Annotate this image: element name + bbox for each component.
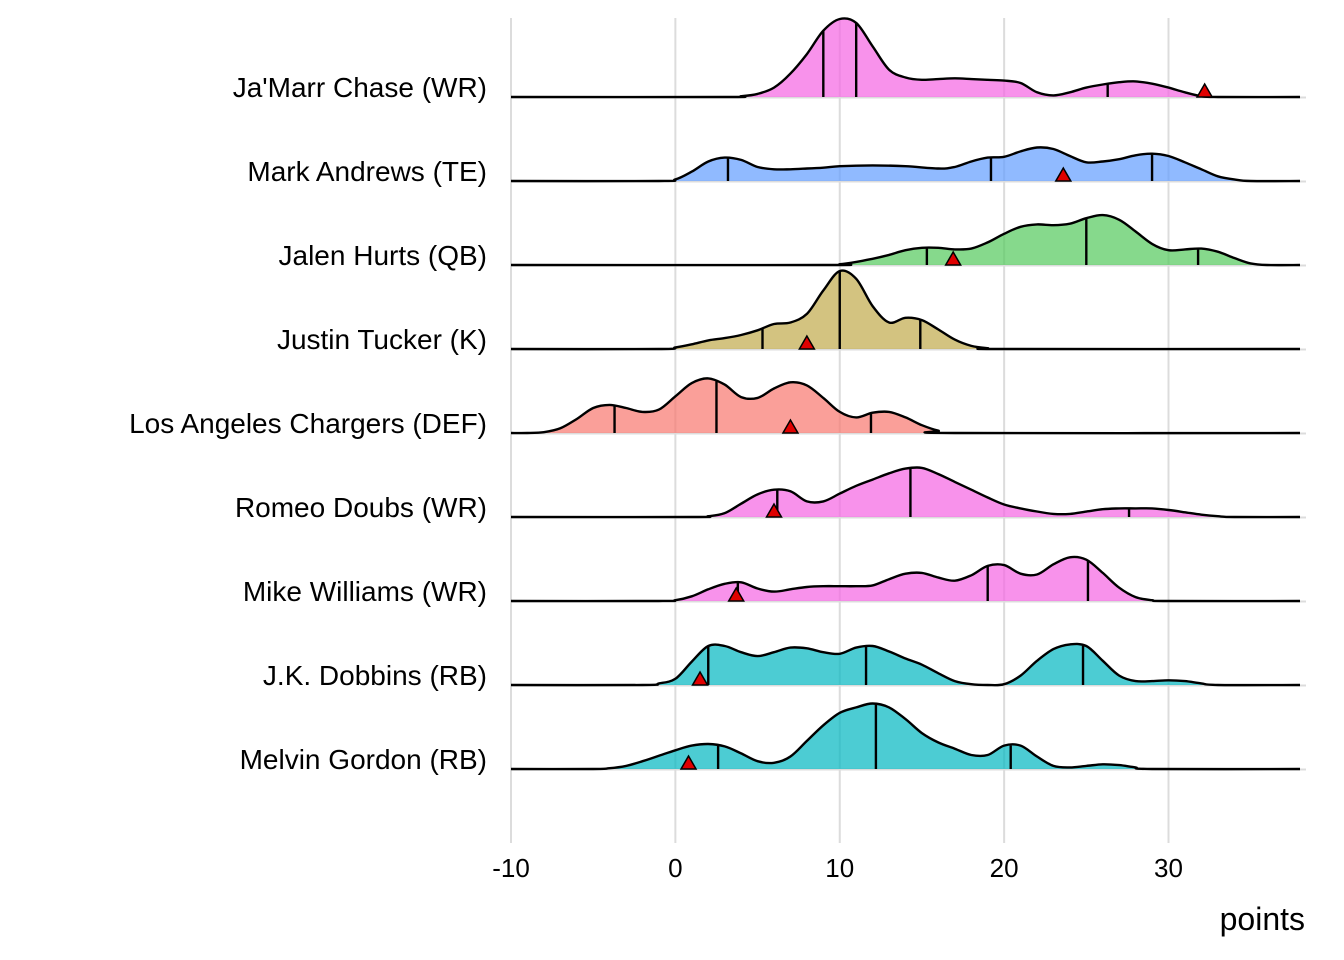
actual-points-marker	[1054, 166, 1073, 182]
row-label: Melvin Gordon (RB)	[240, 744, 487, 775]
row-label: Ja'Marr Chase (WR)	[233, 72, 487, 103]
density-outline	[510, 213, 1301, 267]
ridge-group: Ja'Marr Chase (WR)	[233, 17, 1306, 103]
ridge-group: Romeo Doubs (WR)	[235, 466, 1306, 523]
ridges: Ja'Marr Chase (WR) Mark Andrews (TE) Jalen…	[129, 17, 1306, 775]
density-area	[511, 643, 1300, 686]
row-label: Romeo Doubs (WR)	[235, 492, 487, 523]
density-outline	[510, 702, 1301, 771]
row-label: Los Angeles Chargers (DEF)	[129, 408, 487, 439]
density-outline	[510, 146, 1301, 183]
density-area	[511, 215, 1300, 266]
density-outline	[510, 555, 1301, 603]
ridge-group: J.K. Dobbins (RB)	[263, 642, 1306, 691]
density-outline	[510, 269, 1301, 351]
density-area	[511, 147, 1300, 182]
x-axis-title: points	[1220, 901, 1305, 937]
ridge-group: Melvin Gordon (RB)	[240, 702, 1306, 775]
row-label: Jalen Hurts (QB)	[279, 240, 488, 271]
x-tick-label: 0	[668, 853, 682, 883]
row-label: J.K. Dobbins (RB)	[263, 660, 487, 691]
actual-points-marker	[1195, 82, 1214, 98]
ridge-group: Mike Williams (WR)	[243, 555, 1306, 607]
density-area	[511, 703, 1300, 770]
ridge-group: Justin Tucker (K)	[277, 269, 1306, 355]
row-label: Justin Tucker (K)	[277, 324, 487, 355]
density-area	[511, 18, 1300, 98]
row-label: Mike Williams (WR)	[243, 576, 487, 607]
ridge-group: Los Angeles Chargers (DEF)	[129, 377, 1306, 439]
row-label: Mark Andrews (TE)	[247, 156, 487, 187]
x-axis: -10 0 10 20 30	[492, 853, 1183, 883]
density-area	[511, 556, 1300, 602]
density-outline	[510, 642, 1301, 687]
actual-points-marker	[727, 586, 745, 602]
density-outline	[510, 466, 1301, 519]
density-area	[511, 378, 1300, 434]
density-outline	[510, 377, 1301, 435]
actual-points-marker	[944, 250, 962, 266]
density-area	[511, 270, 1300, 350]
ridge-group: Jalen Hurts (QB)	[279, 213, 1306, 271]
x-tick-label: -10	[492, 853, 530, 883]
actual-points-marker	[691, 670, 709, 686]
x-tick-label: 10	[825, 853, 854, 883]
actual-points-marker	[781, 418, 800, 434]
actual-points-marker	[679, 754, 698, 770]
x-tick-label: 20	[990, 853, 1019, 883]
actual-points-marker	[765, 502, 783, 518]
ridge-group: Mark Andrews (TE)	[247, 146, 1306, 187]
actual-points-marker	[798, 334, 816, 350]
density-area	[511, 467, 1300, 518]
density-outline	[510, 17, 1301, 99]
x-tick-label: 30	[1154, 853, 1183, 883]
